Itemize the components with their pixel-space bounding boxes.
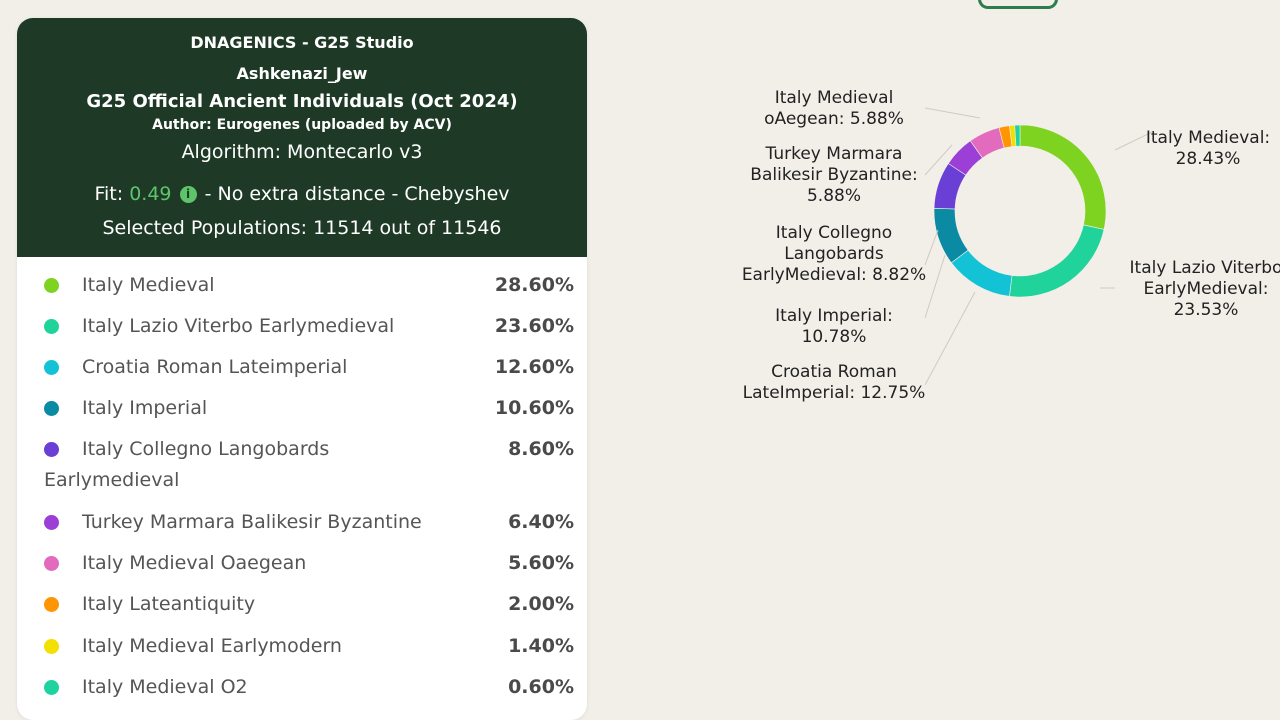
color-dot-icon [44,401,59,416]
slice-label-line: Langobards [784,244,884,264]
slice-label: Italy Imperial: 10.78% [739,306,929,348]
result-percent: 10.60% [494,397,574,419]
population-name: Ashkenazi_Jew [236,64,368,83]
slice-label: Italy Collegno Langobards EarlyMedieval: 8… [739,223,929,286]
result-label: Italy Medieval Oaegean [82,552,307,574]
result-label: Italy Medieval [82,274,215,296]
slice-label-line: Turkey Marmara [765,144,903,164]
slice-label-line: Italy Lazio Viterbo [1129,258,1280,278]
slice-label: Turkey Marmara Balikesir Byzantine: 5.88% [739,144,929,207]
color-dot-icon [44,442,59,457]
slice-label-line: 23.53% [1173,300,1239,320]
color-dot-icon [44,556,59,571]
color-dot-icon [44,278,59,293]
color-dot-icon [44,515,59,530]
fit-value: 0.49 [129,183,172,205]
slice-label-line: 10.78% [801,327,867,347]
slice-label-line: LateImperial: 12.75% [742,383,926,403]
fit-prefix: Fit: [94,183,130,205]
result-percent: 5.60% [508,552,574,574]
fit-line: Fit: 0.49 i - No extra distance - Chebys… [17,183,587,205]
color-dot-icon [44,680,59,695]
top-tab-edge[interactable] [978,0,1058,9]
slice-leader-line [924,291,976,386]
slice-label-line: Croatia Roman [771,362,897,382]
donut-slice[interactable] [1019,124,1107,230]
result-percent: 12.60% [494,356,574,378]
slice-label-line: Italy Collegno [775,223,893,243]
slice-label-line: EarlyMedieval: 8.82% [741,265,927,285]
algorithm-label: Algorithm: Montecarlo v3 [181,141,423,163]
slice-label-line: oAegean: 5.88% [764,109,904,129]
donut-slice[interactable] [950,249,1013,297]
slice-label-line: Italy Medieval [774,88,894,108]
slice-leader-line [924,144,953,176]
slice-leader-line [1114,131,1153,151]
slice-label-line: Balikesir Byzantine: [750,165,918,185]
result-label: Italy Collegno Langobards Earlymedieval [44,438,330,491]
info-icon[interactable]: i [179,186,197,203]
slice-label-line: 5.88% [806,186,861,206]
slice-label: Italy Lazio Viterbo EarlyMedieval: 23.53% [1111,258,1280,321]
slice-label: Italy Medieval: 28.43% [1113,128,1280,170]
result-percent: 0.60% [508,676,574,698]
results-card: DNAGENICS - G25 Studio Ashkenazi_Jew G25… [17,18,587,720]
result-percent: 28.60% [494,274,574,296]
dataset-title: G25 Official Ancient Individuals (Oct 20… [86,91,518,112]
dataset-author: Author: Eurogenes (uploaded by ACV) [152,117,452,133]
color-dot-icon [44,597,59,612]
result-label: Italy Lateantiquity [82,593,256,615]
result-label: Italy Imperial [82,397,208,419]
color-dot-icon [44,319,59,334]
result-percent: 1.40% [508,635,574,657]
slice-label-line: 28.43% [1175,149,1241,169]
fit-suffix: - No extra distance - Chebyshev [198,183,510,205]
result-percent: 23.60% [494,315,574,337]
result-label: Turkey Marmara Balikesir Byzantine [82,511,422,533]
results-header: DNAGENICS - G25 Studio Ashkenazi_Jew G25… [17,18,587,257]
donut-slice[interactable] [1009,224,1105,298]
donut-svg [924,107,1153,386]
slice-label: Italy Medieval oAegean: 5.88% [739,88,929,130]
studio-title: DNAGENICS - G25 Studio [190,33,414,52]
slice-label: Croatia Roman LateImperial: 12.75% [739,362,929,404]
slice-label-line: Italy Medieval: [1145,128,1271,148]
color-dot-icon [44,639,59,654]
result-percent: 6.40% [508,511,574,533]
color-dot-icon [44,360,59,375]
result-label: Italy Lazio Viterbo Earlymedieval [82,315,395,337]
slice-leader-line [924,254,946,319]
selected-populations: Selected Populations: 11514 out of 11546 [102,217,502,239]
result-label: Italy Medieval O2 [82,676,248,698]
slice-label-line: Italy Imperial: [775,306,893,326]
result-label: Croatia Roman Lateimperial [82,356,348,378]
slice-label-line: EarlyMedieval: [1143,279,1269,299]
result-label: Italy Medieval Earlymodern [82,635,342,657]
slice-leader-line [924,229,939,266]
slice-leader-line [924,107,981,119]
result-percent: 2.00% [508,593,574,615]
donut-slice[interactable] [1014,124,1021,147]
result-percent: 8.60% [508,438,574,460]
donut-chart: Italy Medieval: 28.43% Italy Lazio Viterbo… [740,80,1280,420]
